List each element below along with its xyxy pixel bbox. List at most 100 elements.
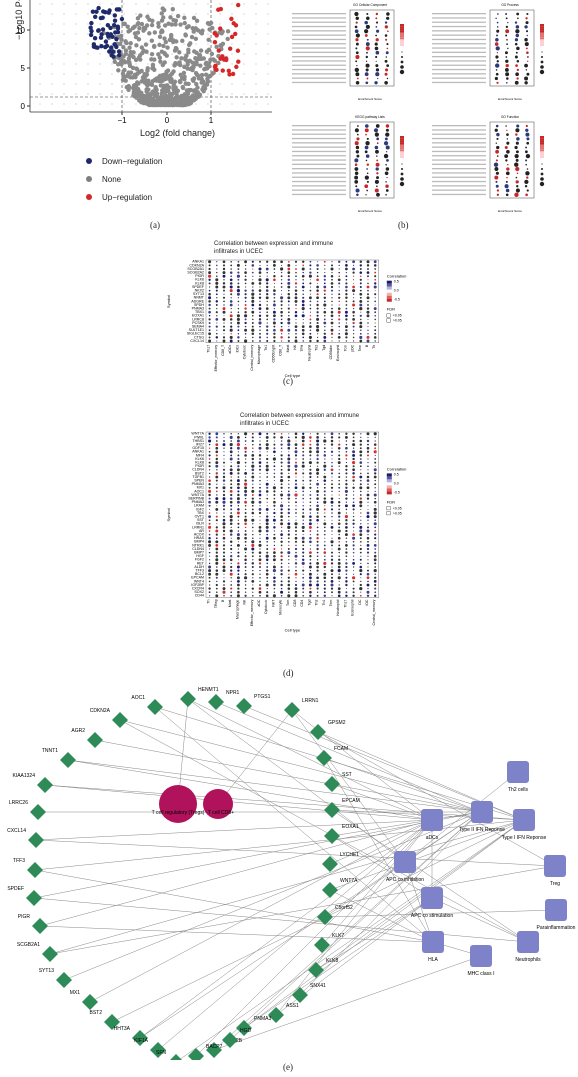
corr-dot xyxy=(295,544,297,547)
corr-dot xyxy=(259,533,261,536)
cell-type-label: Eosinophil xyxy=(336,345,340,361)
gene-label: GDF15 xyxy=(192,446,204,450)
corr-dot xyxy=(287,594,291,598)
corr-dot xyxy=(294,562,298,565)
corr-dot xyxy=(295,577,297,579)
grid-dot xyxy=(255,53,257,55)
point-none xyxy=(121,44,126,50)
corr-dot xyxy=(360,469,362,471)
corr-dot xyxy=(208,479,211,482)
corr-dot xyxy=(367,559,369,561)
corr-dot xyxy=(352,432,355,436)
corr-dot xyxy=(309,286,311,288)
corr-dot xyxy=(258,468,262,471)
corr-dot xyxy=(259,479,261,482)
corr-dot xyxy=(309,465,312,467)
corr-dot xyxy=(302,447,305,450)
corr-dot xyxy=(229,318,233,321)
corr-dot xyxy=(222,274,226,278)
network-edge xyxy=(111,819,525,1023)
corr-dot xyxy=(374,329,377,332)
network-edge xyxy=(404,771,519,863)
point-none xyxy=(155,98,160,103)
corr-dot xyxy=(237,472,240,475)
corr-dot xyxy=(331,325,333,328)
corr-dot xyxy=(287,511,291,515)
gene-node xyxy=(236,1020,252,1036)
legend-title: Correlation xyxy=(387,466,407,471)
enrichment-dot xyxy=(355,60,358,63)
enrichment-dot xyxy=(505,180,508,183)
corr-dot xyxy=(323,282,326,285)
corr-dot xyxy=(367,540,369,543)
enrichment-dot xyxy=(504,154,509,158)
corr-dot xyxy=(208,436,211,439)
enrichment-dot xyxy=(496,21,499,24)
corr-dot xyxy=(237,551,240,554)
enrichment-dot xyxy=(385,56,388,58)
corr-dot xyxy=(229,497,233,500)
corr-dot xyxy=(280,548,283,550)
enrichment-dot xyxy=(527,56,529,58)
corr-dot xyxy=(330,500,334,504)
enrichment-dot xyxy=(386,47,389,50)
network-edge xyxy=(213,955,482,1051)
enrichment-dot xyxy=(376,21,379,24)
gene-label: SCGB2A1 xyxy=(187,267,204,271)
corr-dot xyxy=(360,508,362,510)
point-none xyxy=(186,24,191,29)
corr-dot xyxy=(294,472,298,475)
corr-dot xyxy=(258,590,262,594)
corr-dot xyxy=(208,504,211,507)
term-label-line xyxy=(432,189,486,191)
corr-dot xyxy=(244,522,247,526)
corr-dot xyxy=(301,464,305,468)
gene-label: RET xyxy=(197,561,205,565)
corr-dot xyxy=(280,279,283,281)
term-label-line xyxy=(432,155,486,157)
legend-tick: -0.5 xyxy=(394,298,400,302)
corr-dot xyxy=(265,446,269,450)
corr-dot xyxy=(373,468,377,472)
corr-dot xyxy=(273,282,275,284)
corr-dot xyxy=(252,595,254,597)
corr-dot xyxy=(252,318,254,321)
gene-node xyxy=(82,994,98,1010)
corr-dot xyxy=(345,285,348,289)
corr-dot xyxy=(367,282,369,285)
network-edge xyxy=(139,811,481,1039)
corr-dot xyxy=(323,483,326,486)
corr-dot xyxy=(323,508,326,511)
corr-dot xyxy=(316,303,319,307)
corr-dot xyxy=(237,590,240,594)
corr-dot xyxy=(309,518,312,522)
corr-dot xyxy=(366,515,370,519)
corr-dot xyxy=(338,501,341,504)
corr-dot xyxy=(367,304,369,306)
pathway-label: Th2 cells xyxy=(508,787,529,793)
point-none xyxy=(160,62,166,68)
gene-label: SNX41 xyxy=(310,983,326,989)
corr-dot xyxy=(295,476,297,478)
corr-dot xyxy=(345,296,348,300)
corr-dot xyxy=(273,533,276,536)
corr-dot xyxy=(345,476,348,478)
corr-dot xyxy=(215,561,219,565)
corr-dot xyxy=(295,490,297,492)
corr-dot xyxy=(316,504,319,508)
corr-dot xyxy=(367,472,369,475)
corr-dot xyxy=(359,537,362,540)
corr-dot xyxy=(265,522,269,526)
corr-dot xyxy=(287,439,291,443)
corr-dot xyxy=(352,271,355,274)
corr-dot xyxy=(301,314,305,318)
point-none xyxy=(178,79,183,84)
corr-dot xyxy=(280,454,283,457)
corr-dot xyxy=(236,536,240,540)
corr-dot xyxy=(374,271,377,274)
point-none xyxy=(179,56,184,61)
grid-dot xyxy=(267,33,269,35)
point-up xyxy=(227,72,232,77)
corr-dot xyxy=(280,594,283,597)
corr-dot xyxy=(338,293,341,296)
